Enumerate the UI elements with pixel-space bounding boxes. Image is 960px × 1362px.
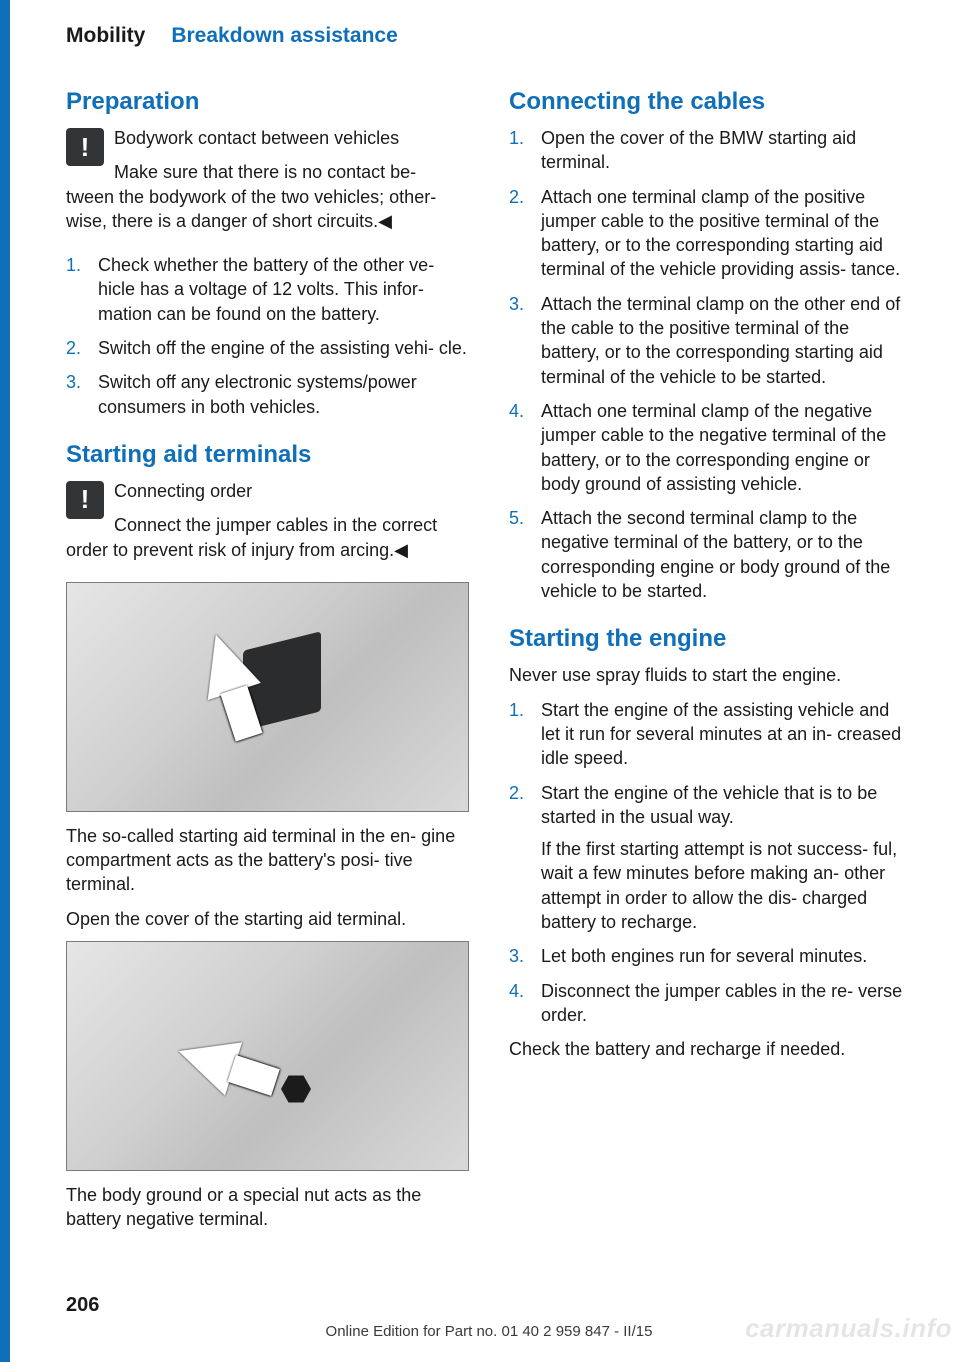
list-item: Attach one terminal clamp of the positiv… [509, 185, 912, 282]
figure2-caption: The body ground or a special nut acts as… [66, 1183, 469, 1232]
list-item: Start the engine of the assisting vehicl… [509, 698, 912, 771]
connecting-list: Open the cover of the BMW starting aid t… [509, 126, 912, 603]
list-item: Start the engine of the vehicle that is … [509, 781, 912, 935]
warning-connecting-title: Connecting order [66, 479, 469, 503]
page-header: Mobility Breakdown assistance [0, 0, 960, 66]
figure-arrow-left [170, 1024, 242, 1095]
list-item: Attach the terminal clamp on the other e… [509, 292, 912, 389]
section-starting-engine-title: Starting the engine [509, 625, 912, 653]
warning-bodywork-title: Bodywork contact between vehicles [66, 126, 469, 150]
preparation-list: Check whether the battery of the other v… [66, 253, 469, 419]
starting-engine-intro: Never use spray fluids to start the engi… [509, 663, 912, 687]
section-connecting-title: Connecting the cables [509, 88, 912, 116]
right-column: Connecting the cables Open the cover of … [509, 66, 912, 1242]
content-columns: Preparation Bodywork contact between veh… [0, 66, 960, 1242]
header-category: Mobility [66, 24, 145, 48]
list-item: Attach the second terminal clamp to the … [509, 506, 912, 603]
header-subcategory: Breakdown assistance [171, 24, 397, 48]
warning-icon [66, 128, 104, 166]
warning-bodywork: Bodywork contact between vehicles Make s… [66, 126, 469, 243]
list-item-extra: If the first starting attempt is not suc… [541, 837, 912, 934]
figure1-caption-1: The so-called starting aid terminal in t… [66, 824, 469, 897]
starting-engine-outro: Check the battery and recharge if needed… [509, 1037, 912, 1061]
watermark-text: carmanuals.info [745, 1313, 952, 1344]
starting-engine-list: Start the engine of the assisting vehicl… [509, 698, 912, 1028]
figure1-caption-2: Open the cover of the starting aid termi… [66, 907, 469, 931]
list-item: Disconnect the jumper cables in the re‐ … [509, 979, 912, 1028]
left-column: Preparation Bodywork contact between veh… [66, 66, 469, 1242]
figure-starting-aid-terminal [66, 582, 469, 812]
list-item: Attach one terminal clamp of the negativ… [509, 399, 912, 496]
list-item: Switch off the engine of the assisting v… [66, 336, 469, 360]
left-edge-bar [0, 0, 10, 1362]
section-preparation-title: Preparation [66, 88, 469, 116]
warning-connecting-body: Connect the jumper cables in the correct… [66, 513, 469, 562]
warning-bodywork-body: Make sure that there is no contact be‐ t… [66, 160, 469, 233]
warning-connecting-order: Connecting order Connect the jumper cabl… [66, 479, 469, 572]
figure-body-ground [66, 941, 469, 1171]
list-item: Let both engines run for several minutes… [509, 944, 912, 968]
figure-ground-nut [281, 1074, 311, 1104]
list-item-text: Start the engine of the vehicle that is … [541, 783, 877, 827]
list-item: Switch off any electronic systems/power … [66, 370, 469, 419]
list-item: Check whether the battery of the other v… [66, 253, 469, 326]
section-terminals-title: Starting aid terminals [66, 441, 469, 469]
warning-icon [66, 481, 104, 519]
list-item: Open the cover of the BMW starting aid t… [509, 126, 912, 175]
